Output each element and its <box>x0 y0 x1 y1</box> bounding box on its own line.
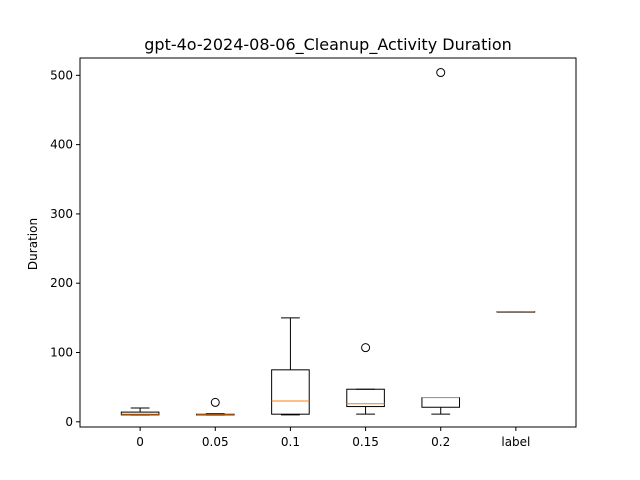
y-tick-label: 500 <box>50 68 73 82</box>
outlier-point <box>361 343 371 353</box>
outlier-point <box>210 397 220 407</box>
box-body <box>346 388 385 408</box>
x-tick-label: label <box>501 435 530 449</box>
x-tick-label: 0.1 <box>281 435 300 449</box>
x-tick-label: 0.2 <box>431 435 450 449</box>
plot-area: 0 100 200 300 400 500 0 0.05 0.1 0.15 0.2 label <box>50 68 536 449</box>
y-tick-label: 200 <box>50 276 73 290</box>
box-body <box>120 411 160 416</box>
outlier-point <box>436 68 446 78</box>
box-body <box>271 369 310 415</box>
y-tick-label: 400 <box>50 138 73 152</box>
x-tick-label: 0.15 <box>352 435 379 449</box>
y-tick-label: 0 <box>65 415 73 429</box>
y-tick-label: 300 <box>50 207 73 221</box>
x-tick-label: 0 <box>136 435 144 449</box>
y-tick-label: 100 <box>50 346 73 360</box>
axes-frame <box>79 57 577 428</box>
chart-title: gpt-4o-2024-08-06_Cleanup_Activity Durat… <box>144 35 512 55</box>
y-axis-label: Duration <box>26 218 40 270</box>
x-tick-label: 0.05 <box>202 435 229 449</box>
